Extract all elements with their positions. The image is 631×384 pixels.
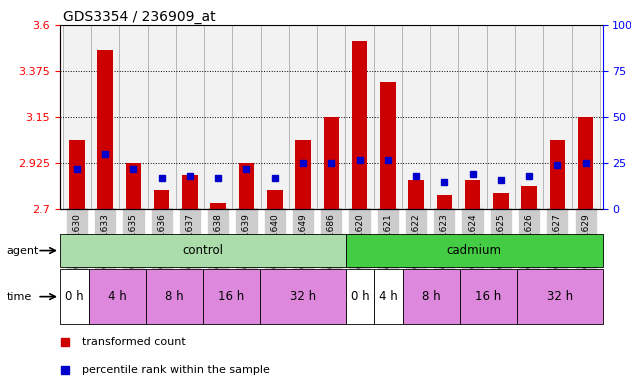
Text: cadmium: cadmium	[447, 244, 502, 257]
Bar	[97, 50, 113, 209]
Text: 8 h: 8 h	[165, 290, 184, 303]
Bar	[487, 25, 515, 209]
Bar	[521, 186, 537, 209]
Bar	[437, 195, 452, 209]
Text: percentile rank within the sample: percentile rank within the sample	[81, 365, 269, 375]
Text: 32 h: 32 h	[546, 290, 573, 303]
Bar	[232, 25, 261, 209]
Bar	[69, 140, 85, 209]
Bar	[182, 175, 198, 209]
Bar	[578, 117, 593, 209]
Text: 32 h: 32 h	[290, 290, 316, 303]
Bar	[465, 180, 480, 209]
Bar	[267, 190, 283, 209]
Bar	[239, 163, 254, 209]
Text: 0 h: 0 h	[65, 290, 83, 303]
Text: 16 h: 16 h	[218, 290, 244, 303]
Text: control: control	[182, 244, 223, 257]
Bar	[380, 82, 396, 209]
Bar	[460, 269, 517, 324]
Text: 4 h: 4 h	[379, 290, 398, 303]
Text: 4 h: 4 h	[108, 290, 126, 303]
Bar	[459, 25, 487, 209]
Bar	[550, 140, 565, 209]
Bar	[515, 25, 543, 209]
Bar	[176, 25, 204, 209]
Bar	[289, 25, 317, 209]
Bar	[60, 269, 88, 324]
Text: transformed count: transformed count	[81, 337, 186, 347]
Bar	[62, 25, 91, 209]
Bar	[543, 25, 572, 209]
Bar	[119, 25, 148, 209]
Bar	[295, 140, 311, 209]
Bar	[148, 25, 176, 209]
Bar	[374, 269, 403, 324]
Bar	[345, 25, 374, 209]
Bar	[346, 269, 374, 324]
Bar	[204, 25, 232, 209]
Text: 16 h: 16 h	[475, 290, 502, 303]
Text: 8 h: 8 h	[422, 290, 440, 303]
Bar	[408, 180, 424, 209]
Bar	[260, 269, 346, 324]
Bar	[91, 25, 119, 209]
Bar	[211, 203, 226, 209]
Bar	[374, 25, 402, 209]
Bar	[346, 234, 603, 267]
Text: 0 h: 0 h	[351, 290, 369, 303]
Bar	[493, 193, 509, 209]
Bar	[403, 269, 460, 324]
Bar	[402, 25, 430, 209]
Bar	[203, 269, 260, 324]
Bar	[88, 269, 146, 324]
Bar	[430, 25, 459, 209]
Bar	[324, 117, 339, 209]
Bar	[146, 269, 203, 324]
Bar	[517, 269, 603, 324]
Text: agent: agent	[6, 245, 38, 256]
Bar	[351, 41, 367, 209]
Bar	[317, 25, 345, 209]
Bar	[572, 25, 600, 209]
Text: GDS3354 / 236909_at: GDS3354 / 236909_at	[63, 10, 216, 23]
Bar	[126, 163, 141, 209]
Bar	[261, 25, 289, 209]
Bar	[60, 234, 346, 267]
Text: time: time	[6, 291, 32, 302]
Bar	[154, 190, 170, 209]
